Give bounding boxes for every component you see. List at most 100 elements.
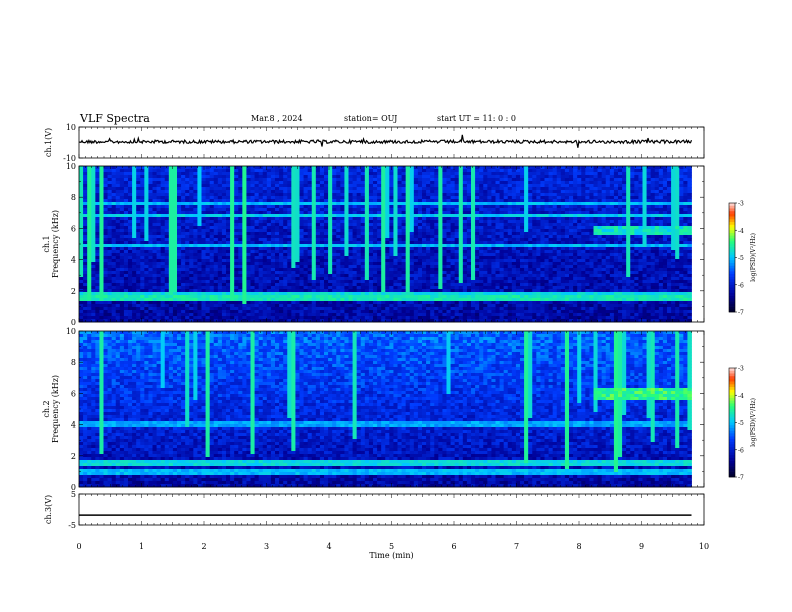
spectrogram-cell bbox=[255, 187, 259, 190]
spectrogram-cell bbox=[328, 205, 332, 208]
spectrogram-cell bbox=[430, 172, 434, 175]
spectrogram-cell bbox=[598, 208, 602, 211]
spectrogram-cell bbox=[324, 187, 328, 190]
spectrogram-cell bbox=[520, 205, 524, 208]
spectrogram-cell bbox=[116, 208, 120, 211]
spectrogram-cell bbox=[99, 199, 103, 202]
spectrogram-cell bbox=[553, 205, 557, 208]
spectrogram-cell bbox=[536, 208, 540, 211]
spectrogram-cell bbox=[308, 211, 312, 214]
spectrogram-cell bbox=[647, 220, 651, 223]
spectrogram-cell bbox=[655, 223, 659, 226]
spectrogram-cell bbox=[393, 196, 397, 199]
spectrogram-cell bbox=[634, 181, 638, 184]
spectrogram-cell bbox=[267, 208, 271, 211]
spectrogram-cell bbox=[659, 211, 663, 214]
spectrogram-cell bbox=[259, 226, 263, 229]
spectrogram-cell bbox=[589, 217, 593, 220]
spectrogram-cell bbox=[373, 208, 377, 211]
spectrogram-cell bbox=[230, 223, 234, 226]
spectrogram-cell bbox=[255, 211, 259, 214]
spectrogram-cell bbox=[508, 175, 512, 178]
spectrogram-cell bbox=[108, 226, 112, 229]
spectrogram-cell bbox=[353, 193, 357, 196]
spectrogram-cell bbox=[112, 220, 116, 223]
spectrogram-cell bbox=[234, 187, 238, 190]
spectrogram-cell bbox=[438, 178, 442, 181]
spectrogram-cell bbox=[279, 166, 283, 169]
spectrogram-cell bbox=[426, 193, 430, 196]
spectrogram-cell bbox=[455, 202, 459, 205]
spectrogram-cell bbox=[585, 202, 589, 205]
spectrogram-cell bbox=[340, 223, 344, 226]
spectrogram-cell bbox=[471, 205, 475, 208]
spectrogram-cell bbox=[116, 193, 120, 196]
spectrogram-cell bbox=[663, 214, 667, 217]
spectrogram-cell bbox=[594, 175, 598, 178]
spectrogram-cell bbox=[565, 190, 569, 193]
spectrogram-cell bbox=[634, 190, 638, 193]
spectrogram-cell bbox=[349, 205, 353, 208]
spectrogram-cell bbox=[104, 226, 108, 229]
spectrogram-cell bbox=[226, 220, 230, 223]
spectrogram-cell bbox=[643, 178, 647, 181]
spectrogram-cell bbox=[520, 166, 524, 169]
spectrogram-cell bbox=[316, 202, 320, 205]
spectrogram-cell bbox=[267, 181, 271, 184]
spectrogram-cell bbox=[610, 211, 614, 214]
spectrogram-cell bbox=[124, 202, 128, 205]
spectrogram-cell bbox=[308, 208, 312, 211]
spectrogram-cell bbox=[622, 172, 626, 175]
spectrogram-cell bbox=[112, 184, 116, 187]
spectrogram-cell bbox=[83, 202, 87, 205]
spectrogram-cell bbox=[491, 199, 495, 202]
spectrogram-cell bbox=[128, 223, 132, 226]
spectrogram-cell bbox=[426, 169, 430, 172]
spectrogram-cell bbox=[398, 178, 402, 181]
spectrogram-cell bbox=[210, 223, 214, 226]
spectrogram-cell bbox=[99, 190, 103, 193]
spectrogram-cell bbox=[581, 196, 585, 199]
spectrogram-cell bbox=[218, 211, 222, 214]
spectrogram-cell bbox=[536, 169, 540, 172]
spectrogram-cell bbox=[214, 181, 218, 184]
spectrogram-cell bbox=[324, 193, 328, 196]
spectrogram-cell bbox=[524, 208, 528, 211]
spectrogram-cell bbox=[471, 175, 475, 178]
spectrogram-cell bbox=[79, 202, 83, 205]
spectrogram-cell bbox=[659, 196, 663, 199]
spectrogram-cell bbox=[189, 175, 193, 178]
spectrogram-cell bbox=[279, 214, 283, 217]
spectrogram-cell bbox=[128, 184, 132, 187]
spectrogram-cell bbox=[340, 202, 344, 205]
spectrogram-cell bbox=[389, 187, 393, 190]
spectrogram-cell bbox=[369, 217, 373, 220]
spectrogram-cell bbox=[610, 166, 614, 169]
spectrogram-cell bbox=[112, 172, 116, 175]
spectrogram-cell bbox=[667, 202, 671, 205]
spectrogram-cell bbox=[536, 193, 540, 196]
spectrogram-cell bbox=[271, 202, 275, 205]
spectrogram-cell bbox=[393, 181, 397, 184]
spectrogram-cell bbox=[569, 175, 573, 178]
spectrogram-cell bbox=[83, 187, 87, 190]
spectrogram-cell bbox=[173, 217, 177, 220]
spectrogram-cell bbox=[381, 199, 385, 202]
spectrogram-cell bbox=[532, 211, 536, 214]
spectrogram-cell bbox=[148, 202, 152, 205]
spectrogram-cell bbox=[202, 169, 206, 172]
spectrogram-cell bbox=[251, 196, 255, 199]
spectrogram-cell bbox=[524, 205, 528, 208]
spectrogram-cell bbox=[332, 196, 336, 199]
spectrogram-cell bbox=[128, 172, 132, 175]
spectrogram-cell bbox=[475, 220, 479, 223]
spectrogram-cell bbox=[610, 172, 614, 175]
spectrogram-cell bbox=[206, 196, 210, 199]
spectrogram-cell bbox=[112, 175, 116, 178]
spectrogram-cell bbox=[643, 190, 647, 193]
spectrogram-cell bbox=[630, 202, 634, 205]
spectrogram-cell bbox=[589, 205, 593, 208]
spectrogram-cell bbox=[385, 214, 389, 217]
spectrogram-cell bbox=[104, 169, 108, 172]
spectrogram-cell bbox=[353, 211, 357, 214]
